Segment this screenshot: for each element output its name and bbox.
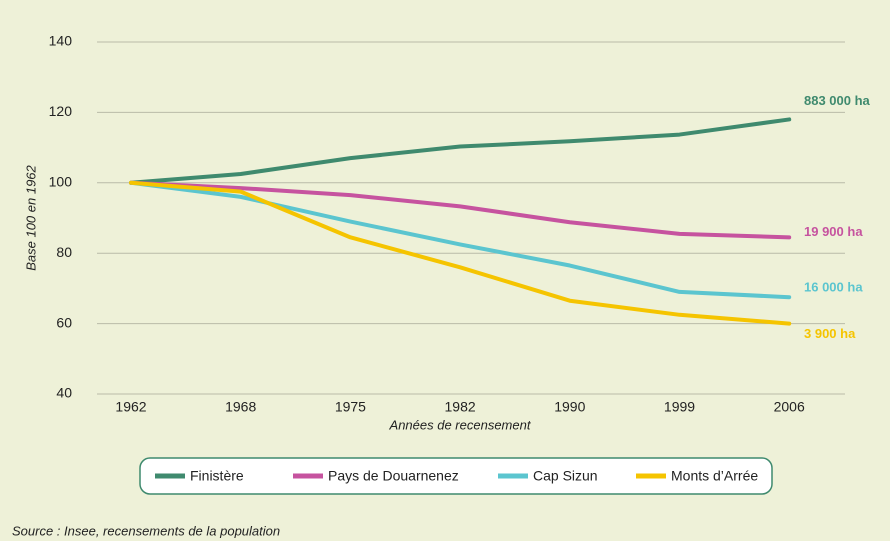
end-label: 19 900 ha	[804, 224, 863, 239]
y-tick-label: 80	[56, 244, 72, 260]
x-tick-label: 1990	[554, 399, 585, 415]
x-tick-label: 1975	[335, 399, 366, 415]
line-series	[129, 117, 792, 185]
y-tick-label: 100	[49, 174, 73, 190]
legend-label: Monts d’Arrée	[671, 468, 758, 484]
legend-label: Finistère	[190, 468, 244, 484]
x-tick-label: 1999	[664, 399, 695, 415]
line-series	[129, 180, 792, 326]
legend-label: Pays de Douarnenez	[328, 468, 459, 484]
y-axis-label: Base 100 en 1962	[23, 164, 38, 270]
y-tick-label: 120	[49, 103, 73, 119]
x-tick-label: 1962	[115, 399, 146, 415]
line-series	[129, 180, 792, 240]
legend-label: Cap Sizun	[533, 468, 598, 484]
source: Source : Insee, recensements de la popul…	[12, 523, 280, 538]
y-tick-label: 60	[56, 314, 72, 330]
x-tick-label: 1968	[225, 399, 256, 415]
y-tick-label: 40	[56, 385, 72, 401]
line-series	[129, 180, 792, 300]
x-tick-label: 2006	[774, 399, 805, 415]
end-label: 883 000 ha	[804, 93, 871, 108]
x-axis-label: Années de recensement	[389, 417, 532, 432]
end-label: 3 900 ha	[804, 326, 856, 341]
x-tick-label: 1982	[445, 399, 476, 415]
end-label: 16 000 ha	[804, 280, 863, 295]
legend-box	[139, 457, 773, 495]
y-tick-label: 140	[49, 33, 73, 49]
